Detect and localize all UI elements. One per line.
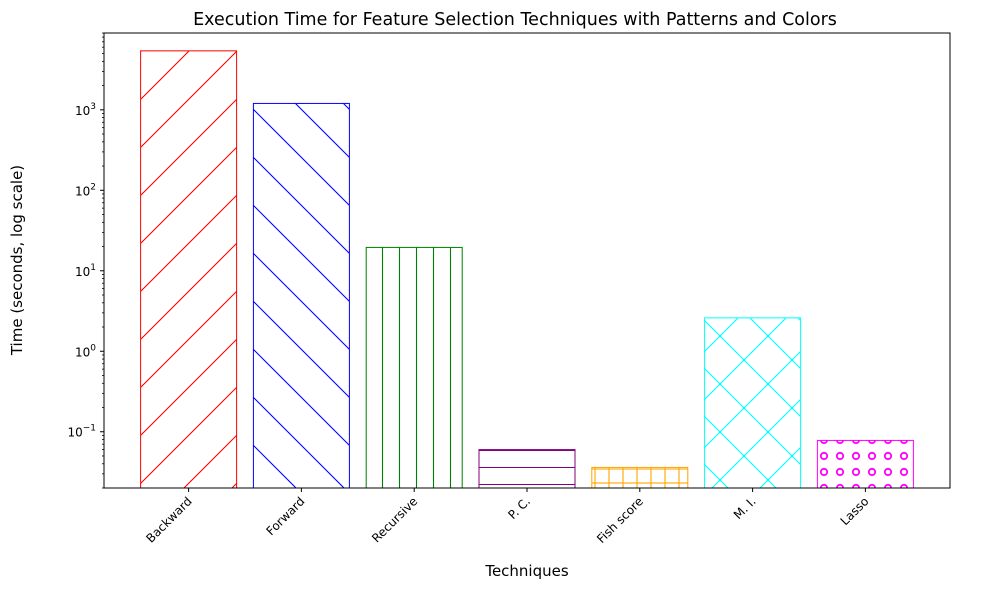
bar-recursive bbox=[365, 246, 463, 489]
y-tick-label: 103 bbox=[75, 102, 96, 118]
x-tick-label: Recursive bbox=[369, 494, 420, 545]
x-tick-label: M. I. bbox=[731, 494, 759, 522]
x-tick-label: Forward bbox=[263, 494, 307, 538]
x-tick-label: Lasso bbox=[838, 494, 872, 528]
y-tick-label: 102 bbox=[75, 182, 96, 198]
x-axis-title: Techniques bbox=[484, 562, 569, 580]
y-axis: 10−1 100 101 102 103 bbox=[67, 32, 104, 489]
bar-forward bbox=[252, 102, 350, 489]
y-axis-title: Time (seconds, log scale) bbox=[8, 165, 26, 356]
bar-m-i bbox=[704, 317, 802, 489]
bar-p-c bbox=[478, 449, 576, 489]
x-axis: Backward Forward Recursive P. C. Fish score M… bbox=[143, 488, 872, 546]
bars-layer bbox=[140, 50, 914, 489]
x-tick-label: P. C. bbox=[505, 494, 533, 522]
x-tick-label: Backward bbox=[143, 494, 194, 545]
chart-title: Execution Time for Feature Selection Tec… bbox=[193, 10, 837, 30]
bar-fish-score bbox=[591, 466, 689, 489]
y-tick-label: 10−1 bbox=[67, 424, 96, 440]
y-tick-label: 100 bbox=[75, 343, 96, 359]
y-tick-label: 101 bbox=[75, 263, 96, 279]
bar-lasso bbox=[816, 439, 914, 489]
x-tick-label: Fish score bbox=[594, 494, 646, 546]
bar-backward bbox=[140, 50, 238, 489]
